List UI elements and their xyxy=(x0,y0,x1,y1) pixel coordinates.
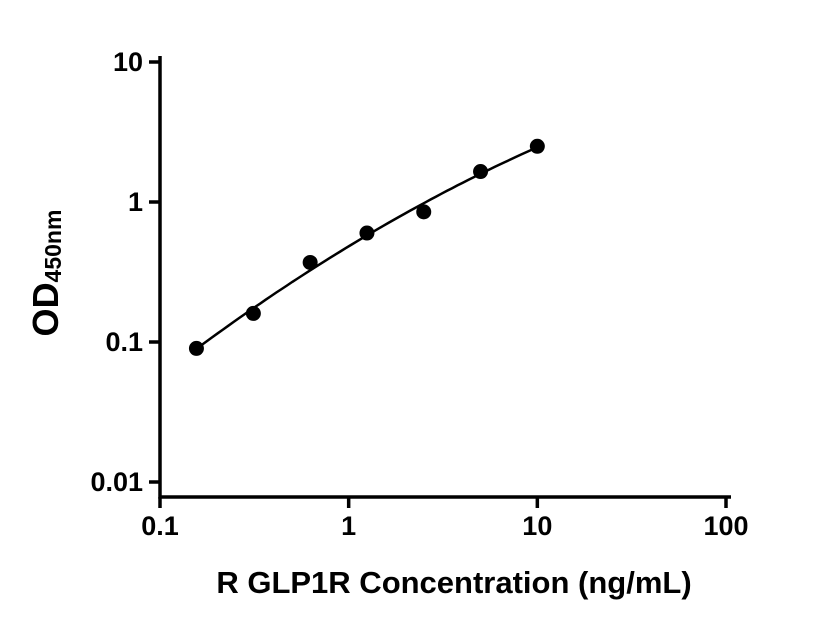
data-point xyxy=(188,340,204,356)
fit-curve xyxy=(195,146,538,350)
y-axis-title-subscript: 450nm xyxy=(40,209,66,283)
y-axis-tick-label: 10 xyxy=(113,47,143,77)
y-axis-title: OD450nm xyxy=(25,210,67,337)
x-axis-title: R GLP1R Concentration (ng/mL) xyxy=(216,565,692,600)
x-axis-tick-label: 1 xyxy=(341,511,356,541)
x-axis-tick-label: 0.1 xyxy=(141,511,179,541)
y-axis-tick-label: 1 xyxy=(128,187,143,217)
x-axis-tick-label: 10 xyxy=(522,511,552,541)
x-axis-tick-label: 100 xyxy=(703,511,748,541)
data-point xyxy=(473,164,489,180)
data-point xyxy=(245,305,261,321)
y-axis-tick-label: 0.01 xyxy=(90,467,143,497)
data-point xyxy=(529,138,545,154)
data-point xyxy=(359,225,375,241)
data-point xyxy=(302,254,318,270)
y-axis-tick-label: 0.1 xyxy=(105,327,143,357)
axes xyxy=(158,56,731,499)
data-point xyxy=(416,204,432,220)
y-axis-title-main: OD xyxy=(25,282,66,337)
